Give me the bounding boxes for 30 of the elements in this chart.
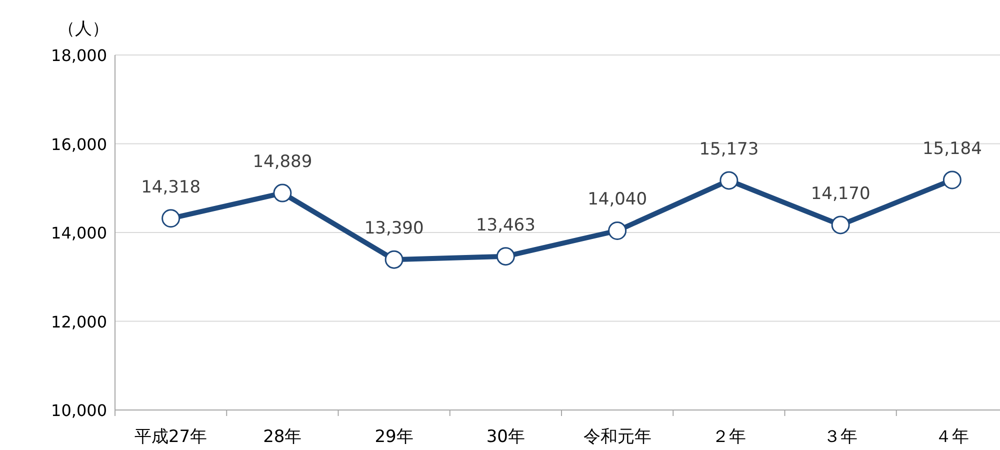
data-label: 15,173: [699, 139, 759, 160]
point: [608, 221, 627, 240]
data-label: 14,040: [588, 190, 648, 210]
point: [720, 171, 738, 190]
point: [942, 170, 962, 190]
point: [273, 184, 292, 202]
y-tick-label: 14,000: [51, 224, 107, 242]
x-tick-label: ２年: [712, 427, 746, 447]
data-label: 13,463: [476, 215, 536, 236]
x-tick-label: 30年: [486, 427, 526, 447]
data-label: 14,318: [141, 177, 201, 198]
point: [384, 250, 404, 269]
point: [496, 247, 515, 266]
y-tick-label: 10,000: [51, 401, 107, 420]
data-label: 14,170: [810, 184, 870, 204]
y-tick-label: 16,000: [51, 134, 107, 154]
x-tick-label: ４年: [935, 427, 970, 447]
y-tick-label: 18,000: [51, 46, 107, 65]
data-label: 13,390: [364, 218, 424, 239]
x-tick-label: 平成27年: [134, 427, 208, 447]
x-tick-label: 28年: [263, 427, 302, 447]
x-tick-label: ３年: [824, 427, 858, 447]
data-label: 14,889: [252, 152, 312, 172]
y-tick-label: 12,000: [51, 312, 107, 332]
x-tick-label: 令和元年: [583, 427, 652, 447]
y-axis-title: （人）: [58, 19, 109, 39]
x-tick-label: 29年: [374, 427, 414, 447]
point: [831, 216, 850, 234]
point: [162, 209, 180, 228]
data-label: 15,184: [922, 138, 982, 159]
